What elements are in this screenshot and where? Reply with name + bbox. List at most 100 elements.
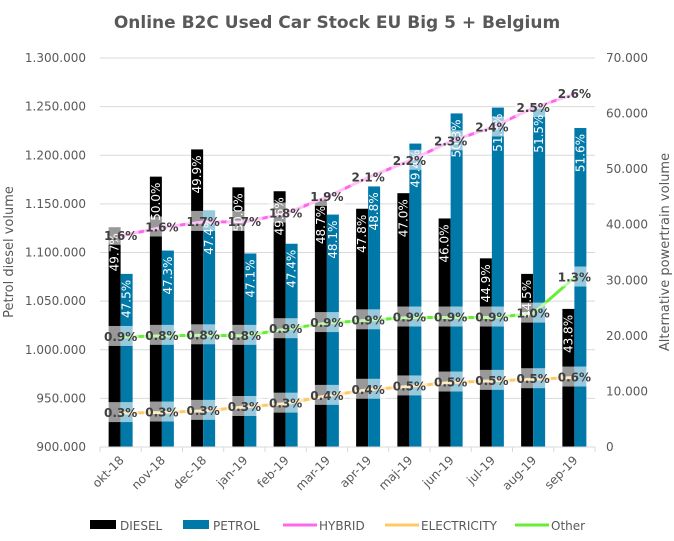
left-tick-label: 1.250.000 (25, 100, 86, 114)
legend-label: PETROL (213, 519, 260, 533)
other-data-label: 0.8% (145, 329, 178, 343)
diesel-data-label: 50.0% (149, 183, 163, 221)
petrol-data-label: 48.1% (326, 221, 340, 259)
right-tick-label: 20.000 (606, 329, 648, 343)
x-tick-label: dec-18 (170, 453, 209, 492)
other-label-bg (102, 325, 139, 346)
other-label-bg (143, 324, 180, 345)
x-tick-label: sep-19 (542, 453, 581, 492)
electricity-label-bg (350, 378, 387, 399)
electricity-label-bg (143, 401, 180, 422)
diesel-data-label: 43.8% (561, 315, 575, 353)
electricity-data-label: 0.3% (104, 406, 137, 420)
right-tick-label: 50.000 (606, 162, 648, 176)
electricity-label-bg (556, 366, 593, 387)
other-data-label: 0.9% (269, 322, 302, 336)
electricity-label-bg (267, 392, 304, 413)
electricity-label-bg (185, 399, 222, 420)
right-tick-label: 30.000 (606, 273, 648, 287)
right-axis-label: Alternative powertrain volume (658, 153, 673, 351)
x-tick-label: nov-18 (129, 453, 168, 492)
other-data-label: 0.9% (104, 330, 137, 344)
legend-swatch (90, 520, 116, 529)
legend-label: HYBRID (319, 519, 365, 533)
hybrid-label-bg (226, 210, 263, 231)
electricity-label-bg (432, 371, 469, 392)
lines (119, 92, 576, 415)
legend-label: Other (551, 519, 585, 533)
electricity-data-label: 0.3% (228, 400, 261, 414)
other-label-bg (226, 324, 263, 345)
legend-label: ELECTRICITY (421, 519, 498, 533)
electricity-label-bg (102, 402, 139, 423)
electricity-data-label: 0.5% (475, 374, 508, 388)
x-tick-label: mar-19 (293, 453, 333, 493)
electricity-data-label: 0.3% (186, 404, 219, 418)
hybrid-data-label: 2.3% (434, 134, 467, 148)
other-data-label: 1.3% (558, 271, 591, 285)
diesel-data-label: 44.9% (479, 264, 493, 302)
petrol-data-label: 51.5% (532, 115, 546, 153)
left-tick-label: 1.000.000 (25, 343, 86, 357)
petrol-bar (491, 107, 504, 447)
hybrid-label-bg (515, 97, 552, 118)
diesel-data-label: 47.8% (355, 215, 369, 253)
left-tick-label: 950.000 (36, 391, 86, 405)
diesel-bar (149, 176, 162, 447)
hybrid-data-label: 2.6% (558, 87, 591, 101)
hybrid-label-bg (350, 166, 387, 187)
other-label-bg (350, 309, 387, 330)
right-tick-label: 0 (606, 440, 614, 454)
x-tick-label: feb-19 (254, 453, 291, 490)
hybrid-data-label: 2.1% (351, 170, 384, 184)
hybrid-label-bg (391, 149, 428, 170)
left-axis-label: Petrol diesel volume (2, 186, 17, 318)
right-axis-ticks: 0 10.000 20.000 30.000 40.000 50.000 60.000 70.… (606, 51, 648, 454)
x-tick-label: aug-19 (500, 453, 540, 493)
chart-title: Online B2C Used Car Stock EU Big 5 + Bel… (114, 13, 560, 33)
hybrid-label-bg (432, 130, 469, 151)
legend-label: DIESEL (120, 519, 163, 533)
diesel-data-label: 46.0% (438, 224, 452, 262)
hybrid-data-label: 2.4% (475, 120, 508, 134)
right-tick-label: 60.000 (606, 107, 648, 121)
diesel-data-label: 48.7% (314, 206, 328, 244)
hybrid-label-bg (102, 224, 139, 245)
hybrid-label-bg (185, 210, 222, 231)
other-label-bg (432, 306, 469, 327)
other-data-label: 1.0% (516, 307, 549, 321)
electricity-data-label: 0.4% (351, 383, 384, 397)
petrol-data-label: 47.1% (243, 259, 257, 297)
left-tick-label: 1.300.000 (25, 51, 86, 65)
x-tick-label: jun-19 (419, 453, 457, 491)
electricity-data-label: 0.5% (516, 372, 549, 386)
diesel-bar (232, 187, 245, 447)
hybrid-label-bg (473, 116, 510, 137)
hybrid-data-label: 1.7% (228, 215, 261, 229)
petrol-bar (161, 250, 174, 447)
other-data-label: 0.9% (434, 311, 467, 325)
other-data-label: 0.8% (228, 329, 261, 343)
petrol-bar (533, 108, 546, 447)
right-tick-label: 70.000 (606, 51, 648, 65)
diesel-bar (479, 258, 492, 447)
electricity-data-label: 0.3% (269, 397, 302, 411)
diesel-data-label: 47.0% (396, 199, 410, 237)
hybrid-data-label: 1.8% (269, 207, 302, 221)
electricity-data-label: 0.4% (310, 389, 343, 403)
electricity-label-bg (515, 368, 552, 389)
petrol-data-label: 47.4% (285, 250, 299, 288)
petrol-data-label: 48.8% (367, 192, 381, 230)
right-tick-label: 40.000 (606, 218, 648, 232)
gridlines (100, 57, 595, 448)
diesel-data-label: 49.9% (190, 155, 204, 193)
other-label-bg (267, 318, 304, 339)
petrol-data-label: 47.5% (120, 280, 134, 318)
data-labels: 49.7%50.0%49.9%50.0%49.6%48.7%47.8%47.0%… (102, 83, 593, 423)
petrol-data-label: 47.3% (161, 257, 175, 295)
hybrid-label-bg (143, 216, 180, 237)
hybrid-data-label: 1.9% (310, 190, 343, 204)
petrol-data-label: 51.6% (573, 134, 587, 172)
hybrid-label-bg (556, 83, 593, 104)
